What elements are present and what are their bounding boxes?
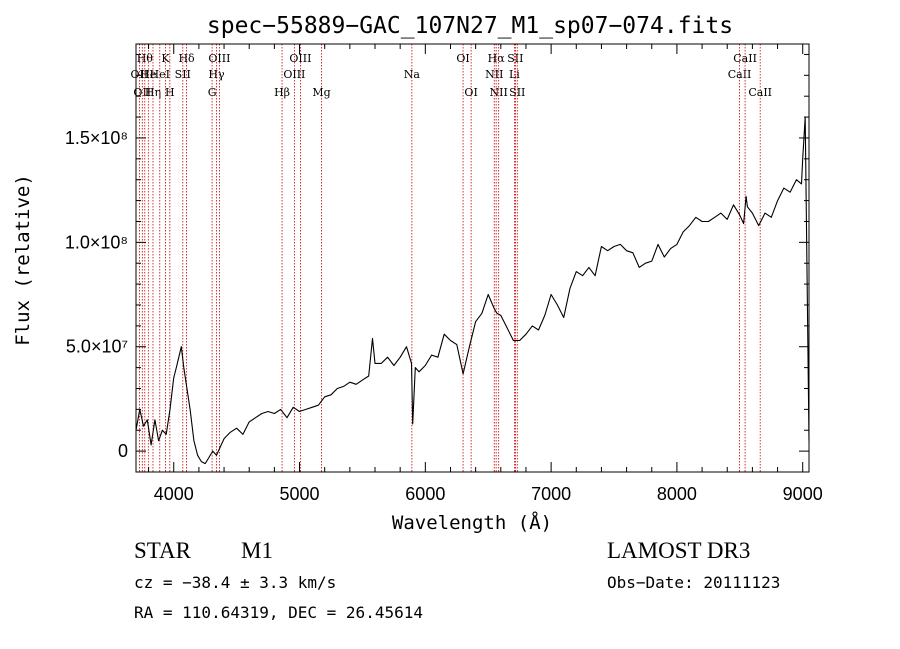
plot-frame	[135, 43, 810, 473]
line-label-13: Hβ	[274, 86, 290, 99]
coordinates: RA = 110.64319, DEC = 26.45614	[134, 603, 423, 622]
x-tick-label-3: 7000	[531, 484, 571, 504]
line-label-14: OIII	[283, 68, 305, 81]
line-label-10: Hγ	[208, 68, 225, 81]
line-label-6: K	[161, 52, 170, 65]
spectrum-line-0	[135, 116, 810, 465]
x-tick-label-2: 6000	[405, 484, 445, 504]
spectrum-series	[135, 116, 810, 465]
x-tick-label-1: 5000	[280, 484, 320, 504]
line-label-12: G	[208, 86, 217, 99]
redshift-value: cz = −38.4 ± 3.3 km/s	[134, 573, 337, 592]
line-label-9: Hδ	[178, 52, 195, 65]
y-tick-label-3: 1.5×10⁸	[65, 128, 128, 148]
line-label-21: Hα	[488, 52, 506, 65]
line-label-8: SII	[175, 68, 191, 81]
x-axis-label: Wavelength (Å)	[392, 511, 552, 534]
y-tick-label-1: 5.0×10⁷	[66, 337, 128, 357]
line-label-2: Hθ	[137, 52, 154, 65]
line-label-19: OI	[464, 86, 477, 99]
line-label-16: Mg	[312, 86, 330, 99]
observation-date: Obs−Date: 20111123	[607, 573, 781, 592]
line-label-7: H	[165, 86, 175, 99]
line-label-28: CaII	[748, 86, 772, 99]
line-label-27: CaII	[733, 52, 757, 65]
axes: 4000 5000 6000 7000 8000 9000 0 5.0×10⁷ 1.0×10⁸ 1…	[65, 44, 823, 504]
line-label-4: Hη	[145, 86, 161, 99]
line-label-0: OII	[131, 68, 149, 81]
y-axis-label: Flux (relative)	[12, 174, 34, 346]
object-subclass: M1	[241, 538, 273, 563]
survey-name: LAMOST DR3	[607, 538, 751, 563]
line-label-23: Li	[509, 68, 520, 81]
line-label-5: HeI	[150, 68, 170, 81]
line-label-20: NII	[485, 68, 503, 81]
x-tick-label-4: 8000	[657, 484, 697, 504]
line-label-11: OIII	[208, 52, 230, 65]
line-label-17: Na	[404, 68, 421, 81]
line-label-18: OI	[456, 52, 469, 65]
x-tick-label-5: 9000	[783, 484, 823, 504]
line-label-3: He	[140, 68, 156, 81]
y-tick-label-2: 1.0×10⁸	[65, 232, 128, 252]
line-label-24: SII	[507, 52, 523, 65]
x-tick-label-0: 4000	[154, 484, 194, 504]
chart-title: spec−55889−GAC_107N27_M1_sp07−074.fits	[207, 13, 733, 39]
object-class: STAR	[134, 538, 191, 563]
y-tick-label-0: 0	[118, 441, 128, 461]
line-label-25: SII	[509, 86, 525, 99]
line-label-26: CaII	[728, 68, 752, 81]
line-label-15: OIII	[289, 52, 311, 65]
line-label-22: NII	[490, 86, 508, 99]
